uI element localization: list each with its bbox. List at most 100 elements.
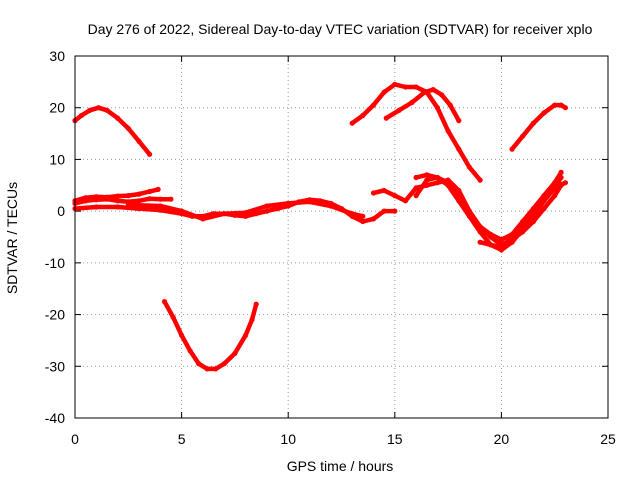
data-point [434,105,440,111]
ticks [74,55,609,419]
data-point [95,105,102,111]
data-point [78,112,84,119]
data-point [370,190,377,196]
data-point [530,120,537,126]
data-point [509,234,515,240]
series-arc6 [162,299,259,372]
data-point [558,169,564,175]
data-point [360,213,366,219]
x-axis-label: GPS time / hours [287,458,394,474]
series-arc13 [509,102,568,152]
data-point [381,89,387,95]
x-tick-label: 5 [178,431,186,447]
data-point [155,186,161,192]
data-point [520,133,526,139]
data-point [456,118,462,124]
data-point [136,138,142,144]
data-point [430,87,436,93]
data-point [392,193,398,199]
data-point [409,99,415,106]
data-point [249,317,255,323]
data-point [445,180,451,186]
data-point [157,196,163,202]
data-point [196,361,202,367]
data-point [136,198,142,204]
data-point [552,193,558,199]
data-point [274,206,281,212]
data-point [204,366,210,372]
data-point [157,203,163,209]
series-arc1 [72,105,152,157]
data-point [83,198,89,204]
y-axis-label: SDTVAR / TECUs [4,182,20,294]
data-point [93,197,99,203]
x-tick-label: 10 [280,431,296,447]
data-point [477,177,483,183]
data-point [541,195,547,201]
x-tick-label: 15 [387,431,403,447]
data-point [488,231,494,237]
series-arc3 [72,196,174,206]
grid [75,56,608,418]
data-point [530,208,537,214]
data-point [498,237,504,243]
data-point [179,208,185,214]
data-point [413,84,419,90]
data-point [402,198,409,204]
data-point [253,211,259,217]
data-point [552,180,558,186]
data-point [552,102,558,108]
data-point [136,191,142,197]
data-point [477,229,483,235]
data-point [170,314,176,320]
data-point [168,196,174,202]
data-point [541,110,547,116]
chart-title: Day 276 of 2022, Sidereal Day-to-day VTE… [88,21,593,37]
data-point [541,206,547,212]
data-point [87,107,93,113]
data-point [360,218,366,225]
data-point [264,208,270,214]
data-point [253,301,259,307]
data-point [413,174,419,181]
data-point [422,89,428,95]
data-point [466,164,472,170]
data-point [456,146,462,152]
data-point [370,216,377,222]
data-point [413,185,419,191]
data-point [445,128,451,134]
data-point [439,92,445,98]
data-point [477,239,483,245]
y-tick-label: -20 [45,307,65,323]
data-point [328,203,334,209]
y-tick-label: 10 [49,151,65,167]
data-point [115,204,121,210]
data-point [125,125,131,131]
data-point [125,193,131,199]
data-point [434,180,440,186]
data-point [232,350,238,356]
data-point [402,84,409,90]
data-point [93,204,99,210]
data-point [285,200,291,206]
data-point [213,366,219,372]
data-point [413,193,419,199]
data-point [360,112,366,119]
x-tick-label: 20 [494,431,510,447]
data-point [488,242,494,248]
data-point [200,216,206,222]
data-point [392,208,398,214]
y-tick-label: 20 [49,100,65,116]
data-point [370,102,377,108]
data-point [115,198,121,204]
data-point [147,151,153,157]
data-point [477,224,483,230]
data-point [562,180,569,186]
data-point [179,332,185,338]
data-point [552,185,558,191]
data-point [498,244,504,250]
data-point [264,203,270,209]
tick-labels: 0 5 10 15 20 25 -40 -30 -20 -10 0 10 20 30 [45,48,616,447]
data-point [115,115,121,121]
